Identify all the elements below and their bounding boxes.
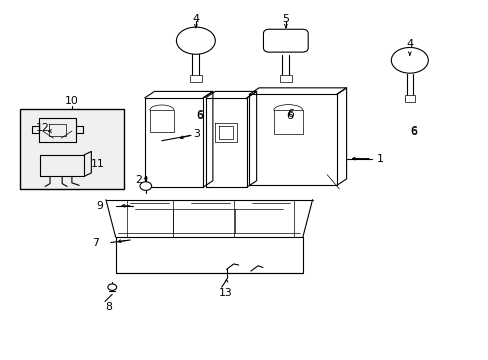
Text: 5: 5 [282,14,289,23]
Text: 13: 13 [218,288,232,297]
Text: 10: 10 [65,96,79,106]
Text: 12: 12 [36,123,50,133]
Text: 4: 4 [192,14,199,23]
Text: 2: 2 [135,175,142,185]
Text: 6: 6 [286,109,293,119]
Ellipse shape [176,27,215,54]
Bar [404,95,414,102]
Circle shape [108,284,116,291]
Bar [280,75,291,82]
Text: 8: 8 [105,302,112,312]
Bar [190,75,201,82]
Text: 3: 3 [193,129,200,139]
Circle shape [140,182,151,190]
Text: 11: 11 [91,159,104,169]
Text: 6: 6 [285,111,293,121]
Text: 6: 6 [196,110,203,120]
Ellipse shape [390,48,427,73]
Text: 6: 6 [196,111,203,121]
Text: 1: 1 [376,154,383,163]
Text: 9: 9 [97,201,103,211]
FancyBboxPatch shape [263,29,307,52]
Text: 4: 4 [406,39,412,49]
Text: 6: 6 [409,127,416,137]
Text: 6: 6 [409,126,416,136]
Bar [20,109,124,189]
Text: 7: 7 [92,238,99,248]
